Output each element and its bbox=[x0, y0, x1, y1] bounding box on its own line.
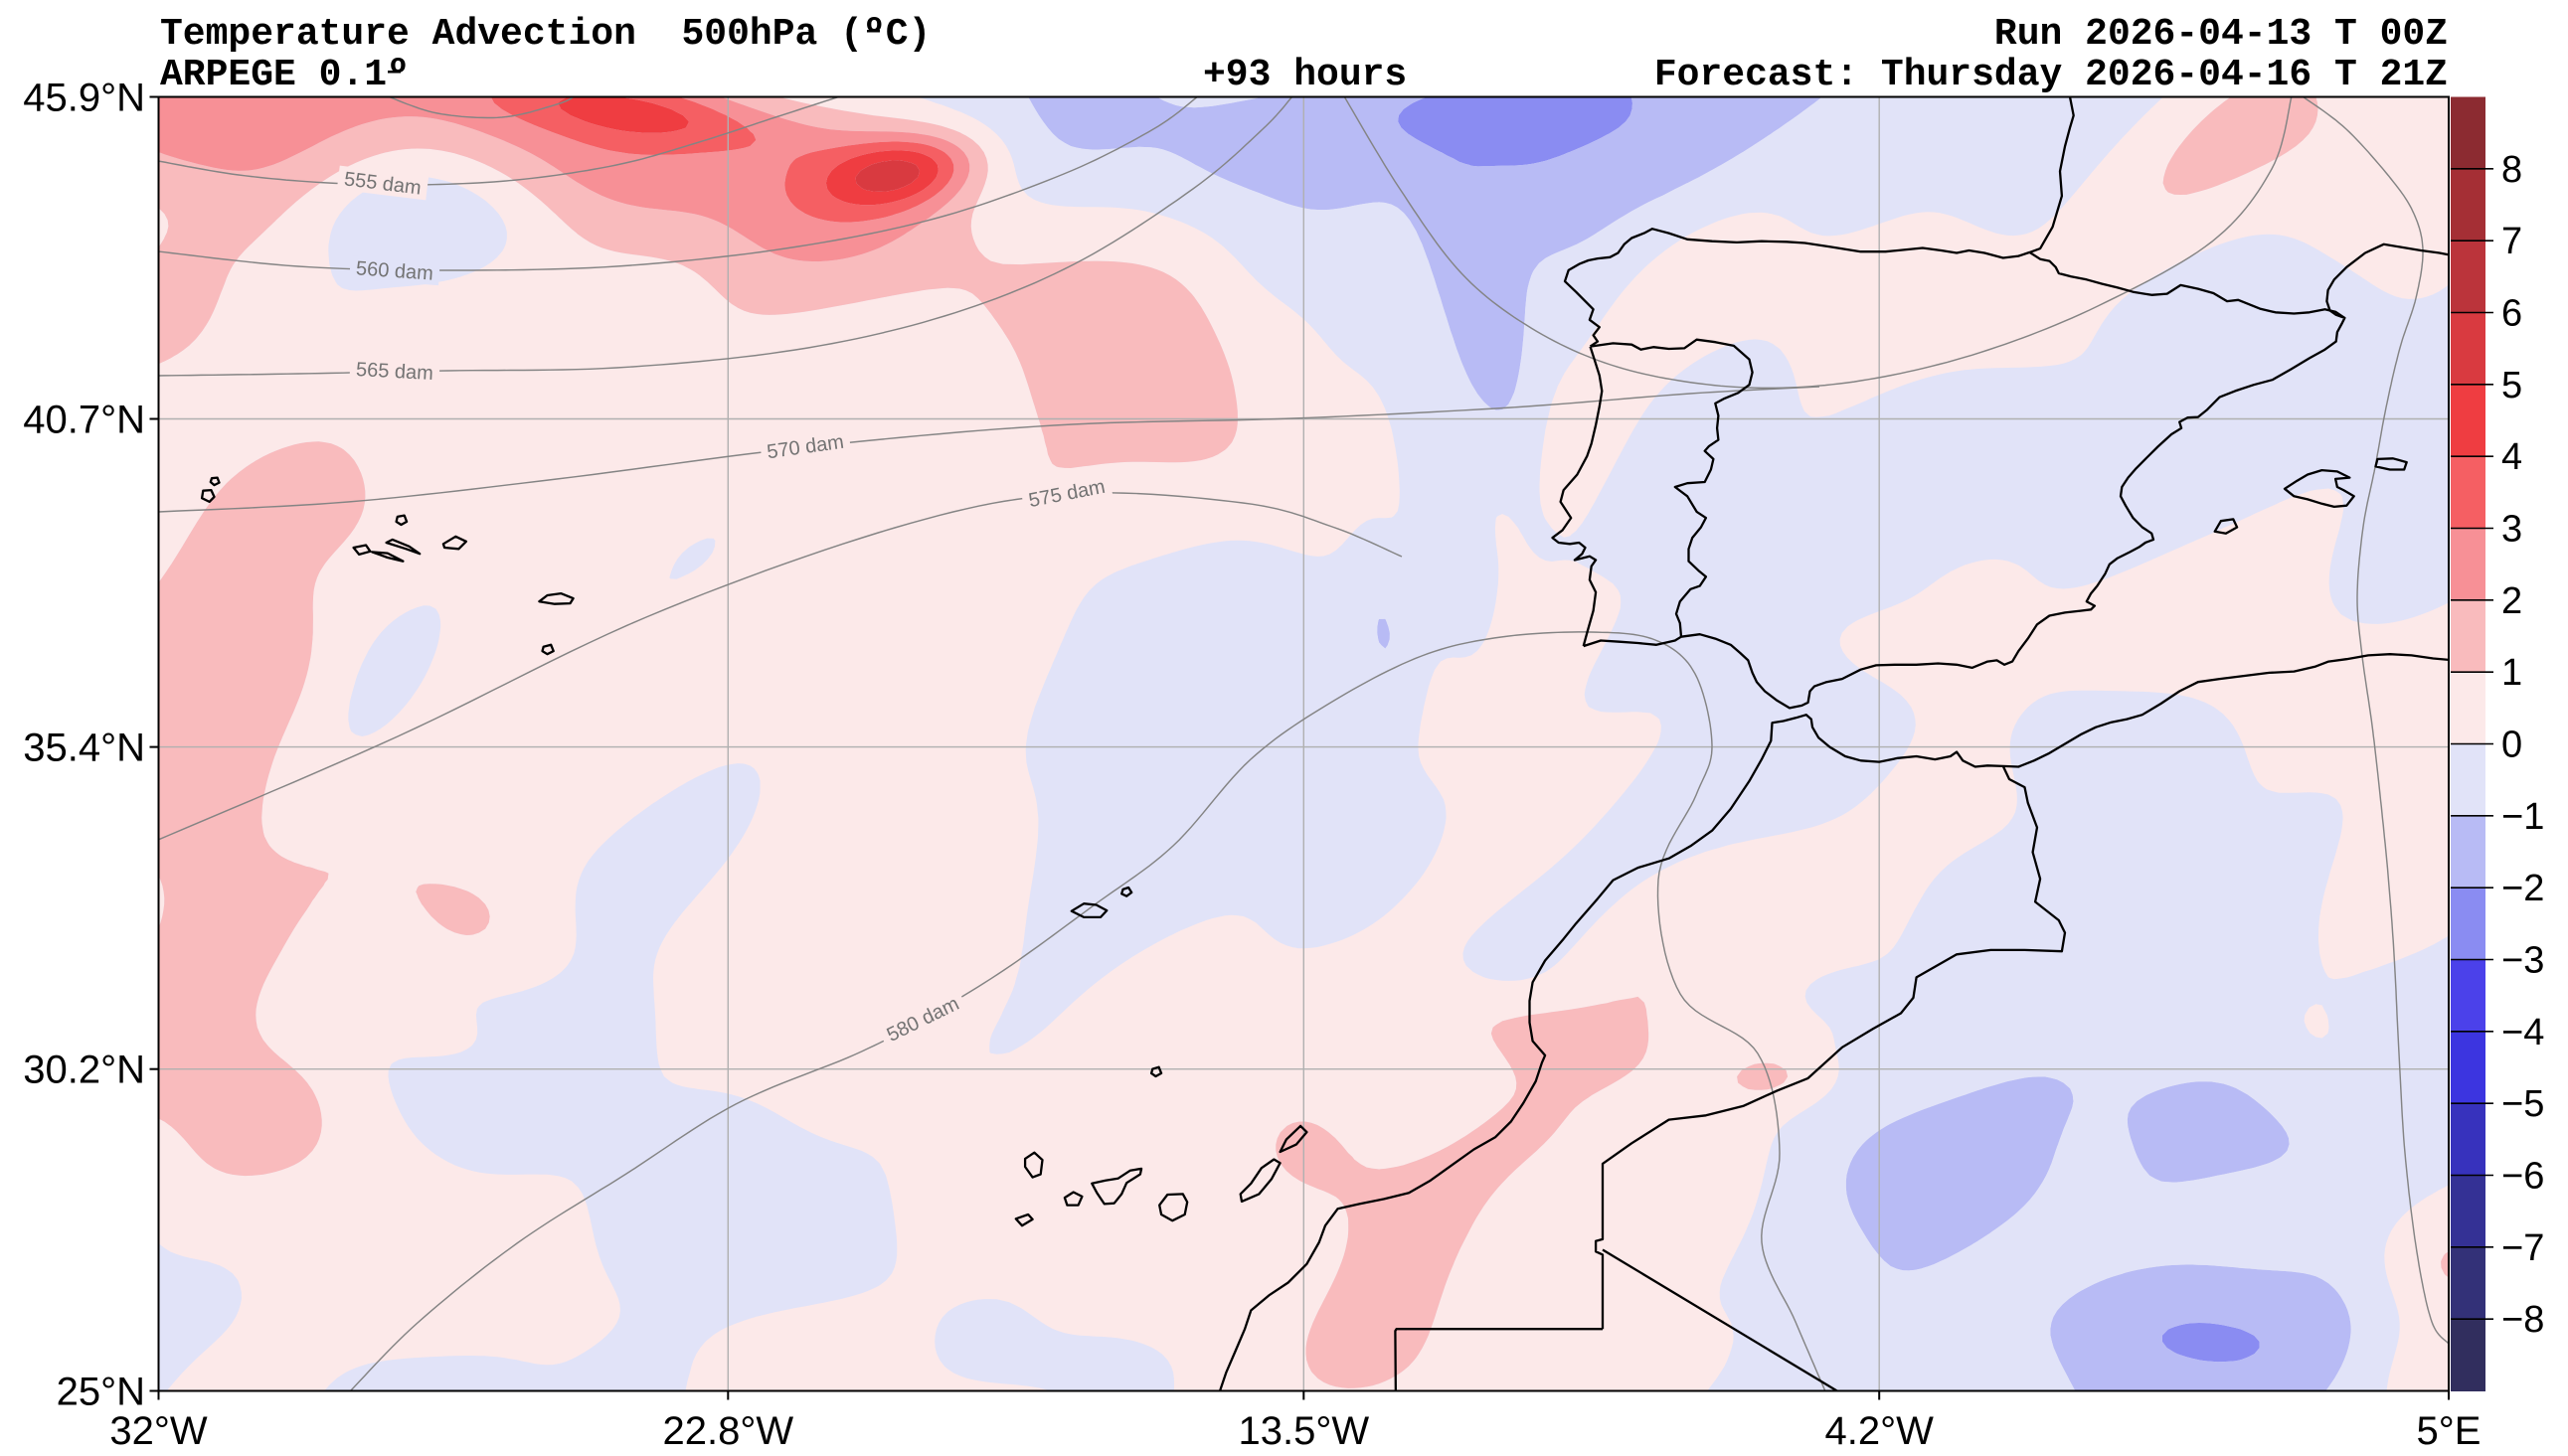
svg-text:6: 6 bbox=[2501, 293, 2522, 335]
svg-text:2: 2 bbox=[2501, 580, 2522, 622]
svg-text:−7: −7 bbox=[2501, 1227, 2544, 1269]
svg-text:5°E: 5°E bbox=[2417, 1409, 2482, 1453]
svg-text:3: 3 bbox=[2501, 509, 2522, 551]
svg-text:8: 8 bbox=[2501, 149, 2522, 191]
svg-text:+93 hours: +93 hours bbox=[1203, 54, 1407, 96]
svg-text:Temperature Advection 500hPa: Temperature Advection 500hPa (ºC) bbox=[160, 13, 931, 56]
svg-text:0: 0 bbox=[2501, 725, 2522, 766]
svg-text:−8: −8 bbox=[2501, 1299, 2544, 1341]
svg-text:−4: −4 bbox=[2501, 1012, 2544, 1053]
svg-text:32°W: 32°W bbox=[109, 1409, 207, 1453]
svg-text:35.4°N: 35.4°N bbox=[23, 727, 145, 770]
svg-text:−6: −6 bbox=[2501, 1156, 2544, 1198]
svg-text:13.5°W: 13.5°W bbox=[1238, 1409, 1369, 1453]
svg-text:Run 2026-04-13 T 00Z: Run 2026-04-13 T 00Z bbox=[1994, 13, 2448, 56]
svg-text:−2: −2 bbox=[2501, 868, 2544, 909]
svg-text:560 dam: 560 dam bbox=[355, 257, 433, 284]
svg-text:−3: −3 bbox=[2501, 940, 2544, 982]
svg-text:4.2°W: 4.2°W bbox=[1825, 1409, 1935, 1453]
svg-text:5: 5 bbox=[2501, 365, 2522, 406]
svg-text:4: 4 bbox=[2501, 436, 2522, 478]
svg-text:Forecast: Thursday 2026-04-16: Forecast: Thursday 2026-04-16 T 21Z bbox=[1654, 54, 2448, 96]
svg-text:−1: −1 bbox=[2501, 796, 2544, 838]
svg-text:ARPEGE 0.1º: ARPEGE 0.1º bbox=[160, 54, 410, 96]
svg-text:25°N: 25°N bbox=[57, 1371, 145, 1414]
svg-text:1: 1 bbox=[2501, 652, 2522, 694]
svg-text:45.9°N: 45.9°N bbox=[23, 77, 145, 120]
svg-text:22.8°W: 22.8°W bbox=[662, 1409, 793, 1453]
svg-text:40.7°N: 40.7°N bbox=[23, 399, 145, 442]
svg-text:7: 7 bbox=[2501, 221, 2522, 262]
svg-text:−5: −5 bbox=[2501, 1083, 2544, 1125]
svg-text:30.2°N: 30.2°N bbox=[23, 1049, 145, 1092]
svg-text:565 dam: 565 dam bbox=[356, 359, 434, 385]
